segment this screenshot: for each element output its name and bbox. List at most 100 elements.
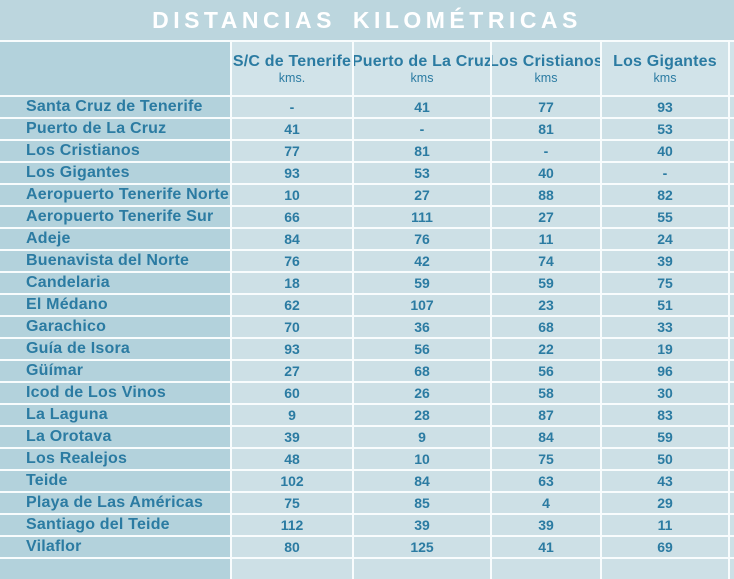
row-header: Playa de Las Américas bbox=[0, 493, 230, 513]
distance-cell: 53 bbox=[354, 163, 490, 183]
distance-cell: 75 bbox=[602, 273, 728, 293]
column-unit: kms bbox=[534, 70, 558, 85]
distance-cell: 93 bbox=[232, 163, 352, 183]
distance-cell: 24 bbox=[602, 229, 728, 249]
row-header: Buenavista del Norte bbox=[0, 251, 230, 271]
cutoff-cell bbox=[730, 471, 734, 491]
distance-cell: 70 bbox=[232, 317, 352, 337]
cutoff-cell bbox=[730, 339, 734, 359]
distance-cell: 27 bbox=[354, 185, 490, 205]
row-header: El Médano bbox=[0, 295, 230, 315]
distance-cell: 30 bbox=[602, 383, 728, 403]
distance-cell: 10 bbox=[354, 449, 490, 469]
distance-cell: 41 bbox=[232, 119, 352, 139]
distance-cell: 88 bbox=[492, 185, 600, 205]
distance-cell: - bbox=[232, 97, 352, 117]
page-title: DISTANCIAS KILOMÉTRICAS bbox=[152, 6, 582, 33]
cutoff-cell bbox=[492, 559, 600, 579]
row-header: La Orotava bbox=[0, 427, 230, 447]
distance-cell: 43 bbox=[602, 471, 728, 491]
cutoff-cell bbox=[730, 251, 734, 271]
distance-cell: 112 bbox=[232, 515, 352, 535]
row-header: Teide bbox=[0, 471, 230, 491]
distance-cell: 77 bbox=[492, 97, 600, 117]
distance-table: S/C de Tenerife kms. Puerto de La Cruz k… bbox=[0, 42, 734, 579]
distance-cell: 84 bbox=[492, 427, 600, 447]
row-header: Aeropuerto Tenerife Sur bbox=[0, 207, 230, 227]
distance-cell: 62 bbox=[232, 295, 352, 315]
distance-cell: 77 bbox=[232, 141, 352, 161]
row-header: Los Gigantes bbox=[0, 163, 230, 183]
distance-cell: 59 bbox=[602, 427, 728, 447]
distance-cell: 84 bbox=[354, 471, 490, 491]
distance-cell: 68 bbox=[354, 361, 490, 381]
distance-cell: 36 bbox=[354, 317, 490, 337]
distance-cell: 48 bbox=[232, 449, 352, 469]
distance-cell: 107 bbox=[354, 295, 490, 315]
cutoff-cell bbox=[730, 163, 734, 183]
row-header: La Laguna bbox=[0, 405, 230, 425]
row-header: Candelaria bbox=[0, 273, 230, 293]
distance-cell: 56 bbox=[492, 361, 600, 381]
column-unit: kms bbox=[410, 70, 434, 85]
distance-cell: 39 bbox=[602, 251, 728, 271]
distance-cell: 74 bbox=[492, 251, 600, 271]
cutoff-cell bbox=[0, 559, 230, 579]
cutoff-cell bbox=[730, 427, 734, 447]
column-label: S/C de Tenerife bbox=[232, 52, 352, 70]
distance-cell: 33 bbox=[602, 317, 728, 337]
column-label: Los Gigantes bbox=[613, 52, 717, 70]
cutoff-cell bbox=[730, 207, 734, 227]
distance-cell: 26 bbox=[354, 383, 490, 403]
distance-cell: 69 bbox=[602, 537, 728, 557]
cutoff-cell bbox=[730, 493, 734, 513]
distance-cell: 4 bbox=[492, 493, 600, 513]
cutoff-cell bbox=[730, 119, 734, 139]
distance-cell: 102 bbox=[232, 471, 352, 491]
distance-cell: 55 bbox=[602, 207, 728, 227]
row-header: Puerto de La Cruz bbox=[0, 119, 230, 139]
row-header: Garachico bbox=[0, 317, 230, 337]
distance-cell: 84 bbox=[232, 229, 352, 249]
distance-cell: 41 bbox=[354, 97, 490, 117]
cutoff-cell bbox=[730, 295, 734, 315]
cutoff-cell bbox=[232, 559, 352, 579]
distance-cell: 66 bbox=[232, 207, 352, 227]
column-unit: kms. bbox=[278, 70, 306, 85]
cutoff-cell bbox=[730, 185, 734, 205]
cutoff-cell bbox=[730, 141, 734, 161]
distance-cell: 93 bbox=[602, 97, 728, 117]
distance-cell: 27 bbox=[492, 207, 600, 227]
distance-cell: 40 bbox=[602, 141, 728, 161]
distance-cell: 59 bbox=[354, 273, 490, 293]
cutoff-cell bbox=[730, 97, 734, 117]
distance-cell: 96 bbox=[602, 361, 728, 381]
distance-cell: 80 bbox=[232, 537, 352, 557]
row-header: Santa Cruz de Tenerife bbox=[0, 97, 230, 117]
row-header: Adeje bbox=[0, 229, 230, 249]
row-header: Los Realejos bbox=[0, 449, 230, 469]
cutoff-cell bbox=[730, 537, 734, 557]
cutoff-cell bbox=[730, 405, 734, 425]
column-label: Puerto de La Cruz bbox=[354, 52, 490, 70]
distance-cell: - bbox=[492, 141, 600, 161]
distance-cell: - bbox=[354, 119, 490, 139]
cutoff-cell bbox=[602, 559, 728, 579]
distance-cell: 93 bbox=[232, 339, 352, 359]
distance-cell: 23 bbox=[492, 295, 600, 315]
title-bar: DISTANCIAS KILOMÉTRICAS bbox=[0, 0, 734, 40]
distance-cell: 29 bbox=[602, 493, 728, 513]
distance-cell: 81 bbox=[492, 119, 600, 139]
distance-cell: 28 bbox=[354, 405, 490, 425]
distance-cell: 39 bbox=[232, 427, 352, 447]
cutoff-cell bbox=[354, 559, 490, 579]
distance-cell: 111 bbox=[354, 207, 490, 227]
distance-cell: 68 bbox=[492, 317, 600, 337]
cutoff-cell bbox=[730, 229, 734, 249]
column-unit: kms bbox=[653, 70, 677, 85]
distance-cell: 75 bbox=[492, 449, 600, 469]
row-header: Güímar bbox=[0, 361, 230, 381]
distance-cell: 9 bbox=[354, 427, 490, 447]
distance-cell: 81 bbox=[354, 141, 490, 161]
distance-cell: 22 bbox=[492, 339, 600, 359]
